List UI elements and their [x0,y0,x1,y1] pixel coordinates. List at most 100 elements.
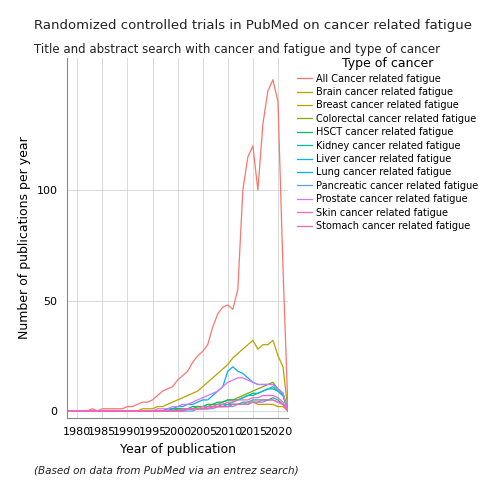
Kidney cancer related fatigue [185,406,191,412]
Prostate cancer related fatigue [120,408,125,414]
Colorectal cancer related fatigue [205,404,211,409]
HSCT cancer related fatigue [280,393,286,398]
Lung cancer related fatigue [205,397,211,403]
Brain cancer related fatigue [245,401,251,407]
Liver cancer related fatigue [130,408,135,414]
Brain cancer related fatigue [255,401,261,407]
Kidney cancer related fatigue [195,406,201,412]
Pancreatic cancer related fatigue [180,408,185,414]
Skin cancer related fatigue [195,406,201,412]
All Cancer related fatigue [69,408,75,414]
HSCT cancer related fatigue [115,408,120,414]
Kidney cancer related fatigue [250,397,256,403]
All Cancer related fatigue [215,311,221,317]
HSCT cancer related fatigue [134,408,140,414]
All Cancer related fatigue [255,187,261,193]
Stomach cancer related fatigue [275,399,281,405]
All Cancer related fatigue [205,342,211,348]
Stomach cancer related fatigue [205,406,211,412]
Breast cancer related fatigue [105,408,110,414]
HSCT cancer related fatigue [220,399,226,405]
HSCT cancer related fatigue [95,408,100,414]
Pancreatic cancer related fatigue [170,408,176,414]
HSCT cancer related fatigue [235,397,240,403]
Pancreatic cancer related fatigue [79,408,85,414]
Stomach cancer related fatigue [150,408,156,414]
Breast cancer related fatigue [74,408,80,414]
Kidney cancer related fatigue [285,408,291,414]
Lung cancer related fatigue [255,382,261,387]
Kidney cancer related fatigue [89,408,95,414]
Colorectal cancer related fatigue [124,408,130,414]
Pancreatic cancer related fatigue [240,401,246,407]
Prostate cancer related fatigue [200,395,205,401]
Brain cancer related fatigue [165,406,170,412]
Prostate cancer related fatigue [280,390,286,396]
Pancreatic cancer related fatigue [265,397,271,403]
Colorectal cancer related fatigue [245,390,251,396]
All Cancer related fatigue [285,408,291,414]
Lung cancer related fatigue [180,404,185,409]
All Cancer related fatigue [124,404,130,409]
Line: Colorectal cancer related fatigue: Colorectal cancer related fatigue [67,382,288,411]
Lung cancer related fatigue [99,408,105,414]
Skin cancer related fatigue [120,408,125,414]
All Cancer related fatigue [150,397,156,403]
Brain cancer related fatigue [205,404,211,409]
Pancreatic cancer related fatigue [250,399,256,405]
Kidney cancer related fatigue [280,401,286,407]
Skin cancer related fatigue [69,408,75,414]
Pancreatic cancer related fatigue [115,408,120,414]
Liver cancer related fatigue [124,408,130,414]
Stomach cancer related fatigue [270,397,276,403]
Prostate cancer related fatigue [270,382,276,387]
Liver cancer related fatigue [150,408,156,414]
Stomach cancer related fatigue [240,401,246,407]
Pancreatic cancer related fatigue [64,408,70,414]
X-axis label: Year of publication: Year of publication [120,443,236,456]
Kidney cancer related fatigue [144,408,150,414]
Breast cancer related fatigue [230,355,236,361]
Breast cancer related fatigue [79,408,85,414]
Prostate cancer related fatigue [285,408,291,414]
Skin cancer related fatigue [79,408,85,414]
Prostate cancer related fatigue [210,390,216,396]
Liver cancer related fatigue [95,408,100,414]
Breast cancer related fatigue [120,408,125,414]
Brain cancer related fatigue [285,408,291,414]
Lung cancer related fatigue [210,393,216,398]
HSCT cancer related fatigue [225,397,231,403]
HSCT cancer related fatigue [210,401,216,407]
Prostate cancer related fatigue [245,377,251,383]
Liver cancer related fatigue [79,408,85,414]
Breast cancer related fatigue [109,408,115,414]
HSCT cancer related fatigue [144,408,150,414]
Kidney cancer related fatigue [165,408,170,414]
Kidney cancer related fatigue [275,397,281,403]
Breast cancer related fatigue [180,395,185,401]
HSCT cancer related fatigue [69,408,75,414]
Kidney cancer related fatigue [84,408,90,414]
HSCT cancer related fatigue [155,408,160,414]
Kidney cancer related fatigue [225,401,231,407]
Skin cancer related fatigue [64,408,70,414]
Skin cancer related fatigue [250,395,256,401]
Stomach cancer related fatigue [225,404,231,409]
Kidney cancer related fatigue [210,404,216,409]
HSCT cancer related fatigue [79,408,85,414]
All Cancer related fatigue [250,143,256,149]
Brain cancer related fatigue [175,406,180,412]
Brain cancer related fatigue [120,408,125,414]
Breast cancer related fatigue [144,406,150,412]
Prostate cancer related fatigue [175,404,180,409]
Skin cancer related fatigue [185,406,191,412]
Breast cancer related fatigue [84,408,90,414]
Colorectal cancer related fatigue [240,393,246,398]
Liver cancer related fatigue [170,408,176,414]
Stomach cancer related fatigue [175,408,180,414]
Pancreatic cancer related fatigue [160,408,166,414]
Pancreatic cancer related fatigue [230,404,236,409]
Kidney cancer related fatigue [115,408,120,414]
Breast cancer related fatigue [250,337,256,343]
HSCT cancer related fatigue [255,390,261,396]
